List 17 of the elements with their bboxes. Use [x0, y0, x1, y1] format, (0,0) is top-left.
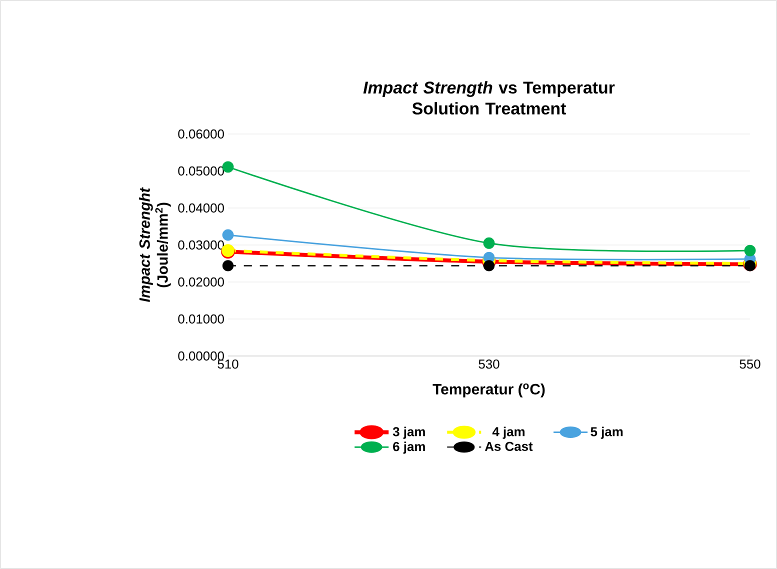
- x-axis-title: Temperatur ($^{o}$C): [432, 384, 545, 398]
- chart-title: Impact Strength vs Temperatur Solution Treatment: [363, 81, 615, 115]
- x-tick-label: 550: [740, 360, 760, 369]
- legend-label: 6 jam: [393, 442, 425, 454]
- legend-label: As Cast: [484, 442, 533, 451]
- y-tick-label: 0.01000: [178, 314, 224, 324]
- x-tick-label: 530: [478, 360, 500, 369]
- legend-label: 5 jam: [590, 426, 623, 439]
- y-tick-label: 0.02000: [178, 277, 224, 287]
- x-tick-label: 510: [218, 360, 238, 369]
- legend-label: 4 jam: [492, 426, 524, 439]
- legend-label: 3 jam: [392, 426, 425, 439]
- y-tick-label: 0.04000: [178, 203, 224, 213]
- y-tick-label: 0.06000: [178, 129, 224, 139]
- y-tick-label: 0.03000: [178, 240, 224, 250]
- y-tick-label: 0.00000: [178, 351, 224, 361]
- y-tick-label: 0.05000: [178, 166, 224, 176]
